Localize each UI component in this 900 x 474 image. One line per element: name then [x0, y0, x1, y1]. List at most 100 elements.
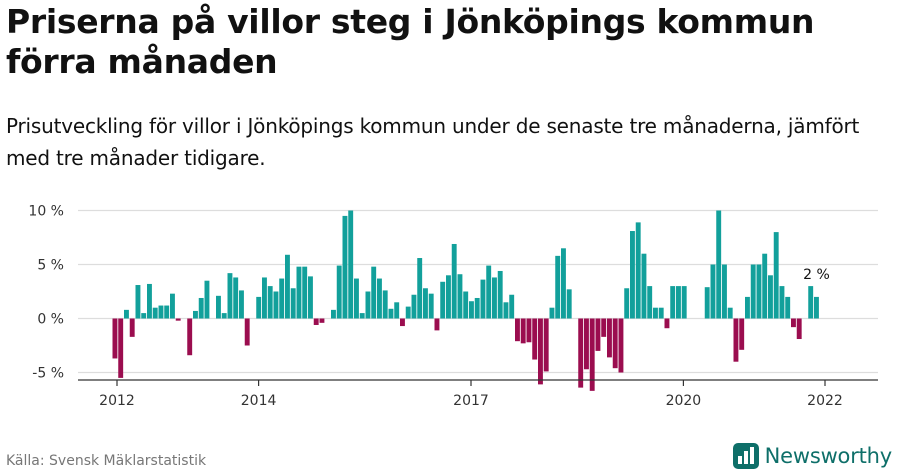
bar [612, 318, 618, 369]
bar [773, 232, 779, 319]
bar [187, 318, 193, 356]
bar [417, 258, 423, 319]
bar [308, 276, 313, 319]
bar [555, 255, 561, 319]
bar [227, 273, 233, 319]
bar [796, 318, 802, 340]
bar [423, 288, 428, 319]
source-note: Källa: Svensk Mäklarstatistik [6, 453, 207, 469]
bar [285, 254, 290, 319]
bar [262, 277, 267, 319]
bar [152, 307, 158, 319]
bar [405, 306, 411, 319]
annotation-label: 2 % [803, 267, 830, 283]
bar [756, 264, 762, 319]
bar [239, 290, 244, 319]
bar [561, 248, 566, 319]
bar [331, 309, 336, 319]
bar [653, 307, 658, 319]
bar [635, 222, 641, 319]
bar [658, 307, 664, 319]
bar-chart: -5 % 0 % 5 % 10 % 2012 2014 2017 2020 2022 2 % [28, 204, 878, 409]
y-tick-label: 0 % [37, 312, 64, 328]
bar [216, 295, 221, 319]
x-tick-label: 2020 [666, 393, 702, 409]
bar [716, 210, 722, 319]
bar [578, 318, 584, 388]
bar [549, 307, 555, 319]
bar [158, 305, 164, 319]
bar [147, 283, 152, 319]
bar [624, 288, 630, 319]
bar [221, 313, 227, 319]
brand-name: Newsworthy [764, 444, 893, 468]
bar [641, 253, 647, 319]
bar [791, 318, 796, 328]
bar [129, 318, 135, 337]
bar [193, 310, 198, 319]
bar [313, 318, 319, 325]
bar [762, 253, 768, 319]
y-tick-label: 5 % [37, 258, 64, 274]
bar [377, 278, 382, 319]
bar [256, 296, 262, 319]
bar [244, 318, 250, 346]
bar [543, 318, 549, 372]
bar [492, 277, 497, 319]
y-tick-label: -5 % [32, 366, 64, 382]
bar [204, 280, 210, 319]
bar [198, 297, 204, 319]
bar [584, 318, 589, 370]
bar [750, 264, 756, 319]
bar [371, 266, 377, 319]
bar [296, 266, 302, 319]
bar [112, 318, 118, 359]
bar [785, 296, 791, 319]
bar [336, 265, 342, 319]
x-tick-label: 2017 [453, 393, 489, 409]
bar [359, 313, 365, 319]
bar [463, 291, 469, 319]
bar [630, 231, 635, 319]
bar [434, 318, 440, 331]
bar [532, 318, 538, 360]
bar [480, 279, 486, 319]
bar [428, 293, 434, 319]
bar [302, 266, 308, 319]
bar [745, 296, 750, 319]
bar [135, 285, 141, 319]
bar [814, 296, 819, 319]
newsworthy-logo-icon [732, 443, 759, 469]
bar [739, 318, 745, 350]
bar [474, 297, 480, 319]
bar [808, 286, 814, 319]
bar [118, 318, 124, 378]
bar [451, 243, 457, 319]
x-axis [78, 379, 878, 386]
bar [348, 210, 354, 319]
bar [233, 277, 239, 319]
bar [446, 275, 451, 319]
bar [170, 293, 175, 319]
bar [779, 286, 785, 319]
chart-title: Priserna på villor steg i Jönköpings kom… [6, 2, 815, 81]
bar [342, 215, 348, 319]
bar [722, 264, 727, 319]
bar [601, 318, 607, 337]
bar [566, 289, 572, 319]
bar [382, 290, 388, 319]
gridlines [78, 209, 878, 374]
bar [607, 318, 612, 358]
bar [681, 286, 687, 319]
bar [400, 318, 405, 327]
bar [267, 286, 273, 319]
bar [589, 318, 595, 391]
bar [124, 309, 129, 319]
bar [526, 318, 532, 343]
x-tick-label: 2012 [99, 393, 135, 409]
bar [768, 275, 773, 319]
x-tick-label: 2022 [807, 393, 843, 409]
newsworthy-brand[interactable]: Newsworthy [732, 440, 893, 472]
bar [647, 286, 653, 319]
bar [365, 291, 371, 319]
